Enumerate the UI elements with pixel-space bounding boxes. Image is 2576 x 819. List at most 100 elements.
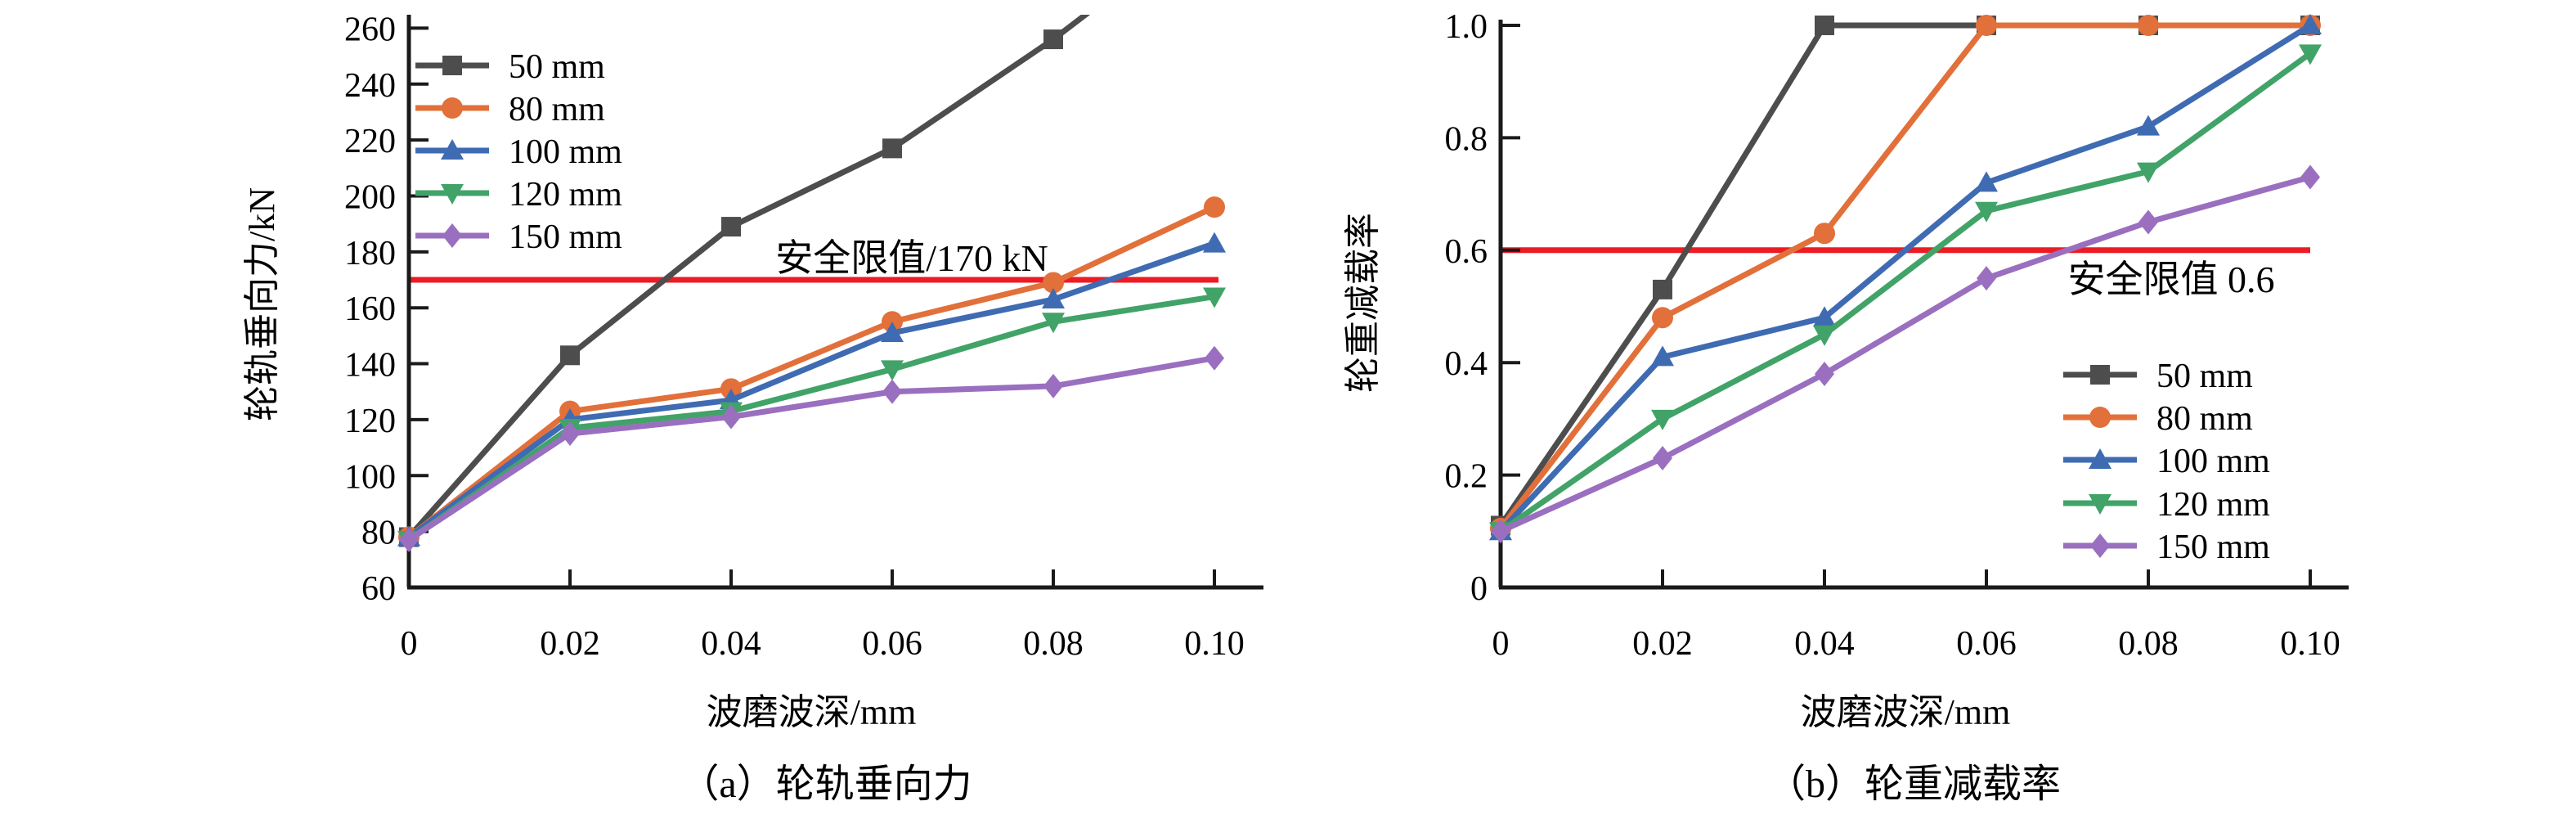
chart-a-safety-limit-label: 安全限值/170 kN <box>775 237 1048 279</box>
y-tick-label: 0 <box>1470 570 1488 608</box>
chart-b-marker-120mm <box>1975 201 1998 223</box>
chart-b-legend: 50 mm 80 mm 100 mm 120 mm 150 mm <box>2063 358 2270 566</box>
legend-item-100mm: 100 mm <box>415 133 622 171</box>
chart-b-marker-80mm <box>2138 15 2159 36</box>
x-tick-label: 0.10 <box>1184 625 1245 663</box>
chart-b-marker-150mm <box>1491 519 1510 544</box>
x-tick-label: 0.02 <box>1632 625 1693 663</box>
chart-b-marker-150mm <box>1653 445 1672 470</box>
legend-marker-square <box>2090 365 2110 385</box>
chart-b-marker-150mm <box>2138 209 2158 235</box>
chart-a-marker-120mm <box>1203 287 1226 308</box>
chart-a-series-120mm <box>397 287 1226 551</box>
legend-item-120mm: 120 mm <box>415 176 622 214</box>
y-tick-label: 220 <box>344 123 396 160</box>
y-tick-label: 0.8 <box>1445 120 1488 158</box>
chart-b-y-axis-title: 轮重减载率 <box>1343 213 1383 393</box>
legend-marker-circle <box>2089 407 2111 428</box>
y-tick-label: 160 <box>344 290 396 328</box>
chart-b-x-axis-title: 波磨波深/mm <box>1800 692 2011 732</box>
chart-b-marker-50mm <box>1815 16 1834 35</box>
chart-a-marker-50mm <box>882 138 902 159</box>
chart-a-marker-80mm <box>1204 196 1225 218</box>
legend-label: 50 mm <box>2156 358 2253 395</box>
chart-b-marker-150mm <box>2300 164 2320 190</box>
legend-label: 150 mm <box>2156 529 2270 566</box>
chart-b-marker-120mm <box>1651 409 1674 430</box>
y-tick-label: 240 <box>344 67 396 105</box>
legend-item-150mm: 150 mm <box>415 218 622 256</box>
legend-marker-diamond <box>442 223 462 248</box>
chart-a-marker-50mm <box>1043 29 1063 50</box>
x-tick-label: 0 <box>401 625 418 663</box>
chart-a-marker-150mm <box>1205 345 1224 371</box>
chart-a-legend: 50 mm 80 mm 100 mm 120 mm 150 mm <box>415 48 622 256</box>
legend-item-80mm: 80 mm <box>415 91 605 128</box>
chart-a-line-120mm <box>407 294 1215 542</box>
chart-a-marker-150mm <box>882 379 902 404</box>
chart-a-caption: （a）轮轨垂向力 <box>680 763 972 806</box>
chart-b-marker-80mm <box>1814 223 1835 245</box>
legend-label: 150 mm <box>509 218 622 256</box>
chart-a-line-100mm <box>406 241 1216 540</box>
legend-item-50mm: 50 mm <box>415 48 605 86</box>
y-tick-label: 200 <box>344 178 396 216</box>
legend-label: 80 mm <box>509 91 605 128</box>
chart-a-marker-50mm <box>721 217 741 237</box>
legend-marker-square <box>442 56 462 75</box>
y-tick-label: 120 <box>344 403 396 440</box>
y-tick-label: 180 <box>344 235 396 272</box>
chart-b-marker-100mm <box>1813 306 1836 327</box>
x-tick-label: 0.04 <box>701 625 761 663</box>
chart-a-marker-50mm <box>560 345 580 366</box>
chart-a: 安全限值/170 kN 60 80 100 120 140 160 180 200 220 240 2… <box>344 11 1263 663</box>
chart-a-line-80mm <box>406 204 1216 540</box>
legend-marker-triangle-up <box>441 139 464 160</box>
chart-a-marker-120mm <box>1042 313 1065 334</box>
legend-label: 80 mm <box>2156 400 2253 438</box>
chart-b: 安全限值 0.6 0 0.2 0.4 0.6 0.8 1.0 0 0.02 0.04 0.06 0.0… <box>1445 8 2349 663</box>
chart-b-caption: （b）轮重减载率 <box>1766 763 2062 806</box>
chart-b-marker-150mm <box>1977 266 1996 291</box>
x-tick-label: 0.10 <box>2280 625 2340 663</box>
legend-label: 50 mm <box>509 48 605 86</box>
y-tick-label: 0.4 <box>1445 345 1488 383</box>
x-tick-label: 0 <box>1492 625 1510 663</box>
chart-a-marker-100mm <box>1042 287 1065 308</box>
y-tick-label: 100 <box>344 458 396 496</box>
y-tick-label: 140 <box>344 347 396 385</box>
chart-a-marker-80mm <box>1043 272 1064 294</box>
legend-item-50mm: 50 mm <box>2063 358 2253 395</box>
chart-b-marker-150mm <box>1815 361 1834 386</box>
y-tick-label: 1.0 <box>1445 8 1488 46</box>
chart-b-line-100mm <box>1498 23 2312 533</box>
y-tick-label: 260 <box>344 11 396 48</box>
legend-item-120mm: 120 mm <box>2063 486 2270 524</box>
chart-b-marker-100mm <box>2299 14 2322 34</box>
chart-b-marker-100mm <box>2137 115 2160 136</box>
legend-marker-triangle-down <box>441 184 464 205</box>
x-tick-label: 0.08 <box>1023 625 1084 663</box>
chart-a-marker-100mm <box>881 321 904 342</box>
chart-a-marker-150mm <box>560 421 580 447</box>
chart-b-marker-120mm <box>1813 325 1836 346</box>
chart-b-marker-120mm <box>2137 162 2160 183</box>
x-tick-label: 0.04 <box>1794 625 1855 663</box>
chart-b-line-120mm <box>1499 51 2313 534</box>
legend-marker-circle <box>442 97 463 119</box>
chart-b-marker-100mm <box>1975 171 1998 192</box>
chart-a-line-50mm <box>406 15 1091 539</box>
chart-b-line-80mm <box>1498 22 2310 530</box>
x-tick-label: 0.06 <box>862 625 922 663</box>
y-tick-label: 0.6 <box>1445 233 1488 271</box>
chart-a-series-150mm <box>399 345 1224 552</box>
chart-b-safety-limit-label: 安全限值 0.6 <box>2068 259 2275 300</box>
chart-a-marker-150mm <box>721 404 741 430</box>
chart-b-line-150mm <box>1499 174 2311 534</box>
chart-a-marker-150mm <box>399 527 419 552</box>
chart-a-marker-120mm <box>881 360 904 381</box>
chart-a-marker-100mm <box>1203 232 1226 253</box>
legend-label: 100 mm <box>509 133 622 171</box>
